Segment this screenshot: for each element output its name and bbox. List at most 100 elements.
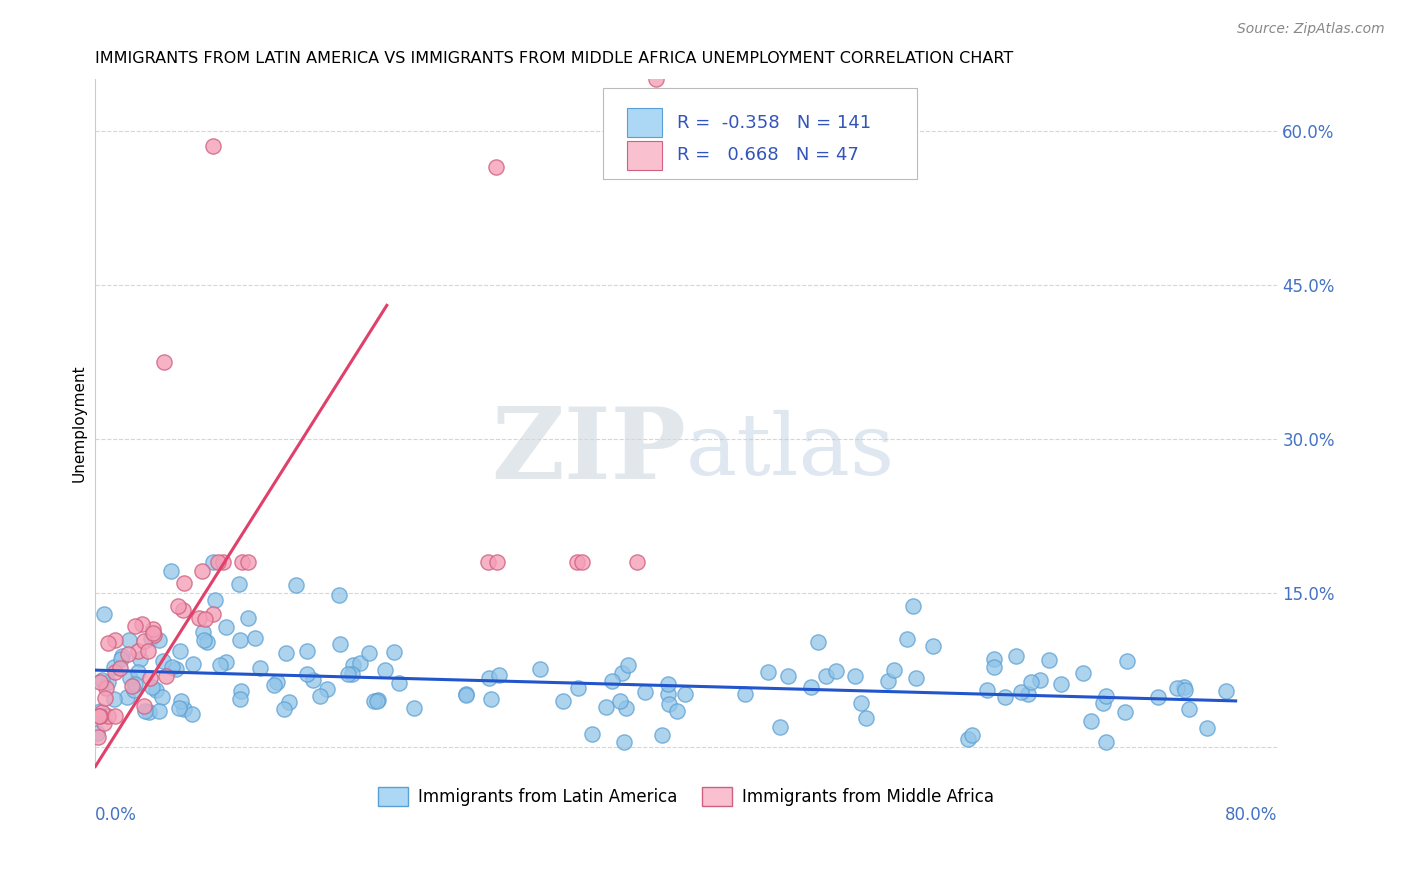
Point xyxy=(167,599,190,614)
Point xyxy=(1173,680,1195,694)
Point xyxy=(207,555,229,569)
Point xyxy=(263,678,285,692)
Point xyxy=(127,644,149,658)
Point xyxy=(204,592,226,607)
Text: R =   0.668   N = 47: R = 0.668 N = 47 xyxy=(676,146,859,164)
Point xyxy=(120,671,142,685)
Point xyxy=(121,679,143,693)
Point xyxy=(124,618,146,632)
Point xyxy=(127,665,149,679)
Point xyxy=(87,709,110,723)
Point xyxy=(194,612,217,626)
Point xyxy=(855,711,877,725)
Point xyxy=(1019,674,1042,689)
Text: IMMIGRANTS FROM LATIN AMERICA VS IMMIGRANTS FROM MIDDLE AFRICA UNEMPLOYMENT CORR: IMMIGRANTS FROM LATIN AMERICA VS IMMIGRA… xyxy=(94,51,1012,66)
Point xyxy=(1147,690,1170,704)
Point xyxy=(148,632,170,647)
Point xyxy=(170,694,193,708)
Point xyxy=(956,732,979,747)
Point xyxy=(1080,714,1102,728)
Point xyxy=(402,701,425,715)
Point xyxy=(849,697,872,711)
Point xyxy=(89,674,111,689)
Point xyxy=(103,659,125,673)
Point xyxy=(148,704,170,718)
Point xyxy=(340,667,363,681)
Point xyxy=(1116,654,1139,668)
Point xyxy=(110,661,132,675)
Point xyxy=(132,633,155,648)
Point xyxy=(349,656,371,670)
Point xyxy=(374,664,396,678)
Point xyxy=(617,658,640,673)
Point xyxy=(613,735,636,749)
Point xyxy=(359,646,381,660)
Point xyxy=(173,576,195,591)
Point xyxy=(626,555,648,569)
Text: Source: ZipAtlas.com: Source: ZipAtlas.com xyxy=(1237,22,1385,37)
Point xyxy=(277,695,299,709)
Point xyxy=(922,639,945,653)
Point xyxy=(673,687,696,701)
Point xyxy=(581,727,603,741)
Point xyxy=(1094,735,1116,749)
Point xyxy=(1038,653,1060,667)
Point xyxy=(91,673,114,687)
Point xyxy=(191,564,214,578)
Point xyxy=(479,691,502,706)
Point xyxy=(274,646,297,660)
Point xyxy=(595,700,617,714)
Point xyxy=(97,636,120,650)
Point xyxy=(86,726,108,740)
Point xyxy=(567,681,589,695)
Point xyxy=(142,628,165,642)
Point xyxy=(769,720,792,734)
Point xyxy=(117,647,139,661)
Point xyxy=(138,706,160,720)
Point xyxy=(212,555,235,569)
Point xyxy=(1071,666,1094,681)
Point xyxy=(488,668,510,682)
Point xyxy=(485,160,508,174)
Point xyxy=(645,72,668,87)
Point xyxy=(983,660,1005,674)
Point xyxy=(134,704,156,718)
Point xyxy=(734,687,756,701)
Point xyxy=(111,649,134,664)
Point xyxy=(208,657,231,672)
Point xyxy=(301,673,323,687)
Point xyxy=(1010,685,1032,699)
Point xyxy=(193,632,215,647)
Point xyxy=(800,680,823,694)
Point xyxy=(651,728,673,742)
Point xyxy=(454,687,477,701)
Point xyxy=(195,634,218,648)
Point xyxy=(169,643,191,657)
Point xyxy=(159,564,181,578)
Point xyxy=(315,681,337,696)
Text: ZIP: ZIP xyxy=(491,402,686,500)
Point xyxy=(905,671,928,685)
Point xyxy=(141,631,163,645)
Point xyxy=(97,709,120,723)
Point xyxy=(634,685,657,699)
Point xyxy=(658,698,681,712)
Point xyxy=(152,654,174,668)
Point xyxy=(94,691,117,706)
Point xyxy=(456,688,478,702)
Point xyxy=(883,663,905,677)
Point xyxy=(1174,682,1197,697)
Point xyxy=(202,555,225,569)
Point xyxy=(657,676,679,690)
Text: R =  -0.358   N = 141: R = -0.358 N = 141 xyxy=(676,113,870,132)
Point xyxy=(1166,681,1188,695)
Point xyxy=(477,555,499,569)
Point xyxy=(976,682,998,697)
Point xyxy=(243,631,266,645)
Point xyxy=(155,669,177,683)
Y-axis label: Unemployment: Unemployment xyxy=(72,365,86,483)
Point xyxy=(1029,673,1052,687)
Point xyxy=(104,633,127,648)
Point xyxy=(165,662,187,676)
Point xyxy=(134,699,156,714)
